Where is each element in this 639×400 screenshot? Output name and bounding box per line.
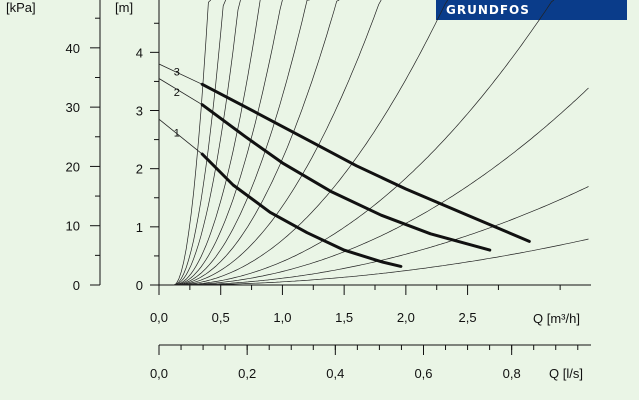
x-tick-label: 0,0 <box>150 310 168 325</box>
x2-tick-label: 0,4 <box>326 366 344 381</box>
x2-tick-label: 0,6 <box>414 366 432 381</box>
x2-tick-label: 0,2 <box>238 366 256 381</box>
pump-curve-label-2: 2 <box>174 87 180 99</box>
system-curve <box>173 0 382 286</box>
system-curve <box>173 0 212 286</box>
kpa-axis-label: [kPa] <box>6 0 36 15</box>
m-tick-label: 3 <box>136 104 143 119</box>
kpa-tick-label: 40 <box>66 41 80 56</box>
x2-axis-label: Q [l/s] <box>549 366 583 381</box>
system-curve <box>173 0 555 286</box>
m-tick-label: 2 <box>136 162 143 177</box>
system-curve <box>173 238 589 286</box>
x2-tick-label: 0,0 <box>150 366 168 381</box>
x-tick-label: 0,5 <box>212 310 230 325</box>
x2-tick-label: 0,8 <box>503 366 521 381</box>
pump-curve-2 <box>200 103 492 252</box>
system-curve <box>173 87 589 286</box>
system-curves <box>173 0 589 286</box>
grundfos-logo: GRUNDFOS <box>436 0 627 20</box>
x-tick-label: 2,5 <box>459 310 477 325</box>
system-curve <box>173 0 340 286</box>
kpa-tick-label: 0 <box>73 278 80 293</box>
kpa-tick-label: 30 <box>66 100 80 115</box>
kpa-tick-label: 20 <box>66 159 80 174</box>
x-axis-label: Q [m³/h] <box>533 311 580 326</box>
system-curve <box>173 0 227 286</box>
kpa-tick-label: 10 <box>66 219 80 234</box>
system-curve <box>173 0 241 286</box>
system-curve <box>173 0 449 286</box>
pump-curves: 1 2 3 <box>158 63 531 268</box>
system-curve <box>173 0 310 286</box>
pump-curve-1-lead <box>158 118 203 155</box>
pump-curve-3-lead <box>158 63 203 85</box>
x-tick-label: 1,5 <box>335 310 353 325</box>
system-curve <box>173 0 283 286</box>
system-curve <box>173 0 261 286</box>
pump-curve-3 <box>200 82 531 243</box>
m-tick-label: 4 <box>136 45 143 60</box>
m-tick-label: 1 <box>136 220 143 235</box>
pump-curve-label-1: 1 <box>174 128 180 140</box>
pump-curve-2-lead <box>158 78 203 106</box>
m-axis-label: [m] <box>115 0 133 15</box>
x-tick-label: 2,0 <box>397 310 415 325</box>
m-tick-label: 0 <box>136 278 143 293</box>
x-tick-label: 1,0 <box>273 310 291 325</box>
brand-name: GRUNDFOS <box>446 3 530 17</box>
pump-curve-1 <box>200 152 403 268</box>
pump-curve-label-3: 3 <box>174 67 180 79</box>
